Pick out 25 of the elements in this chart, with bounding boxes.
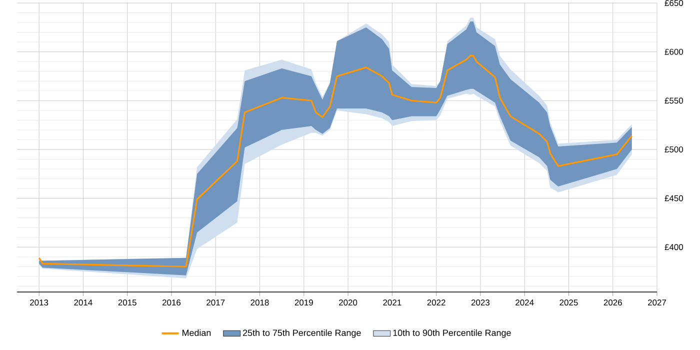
line-series [38,54,633,268]
x-tick-label: 2019 [294,300,313,306]
x-tick-label: 2013 [30,300,48,306]
x-tick-label: 2015 [118,300,136,306]
y-tick-label: £400 [664,244,684,250]
x-tick-label: 2024 [516,300,534,306]
x-tick-label: 2016 [162,300,181,306]
y-tick-label: £650 [664,0,684,6]
y-tick-label: £450 [664,195,684,202]
x-tick-label: 2014 [74,300,92,306]
x-tick-label: 2017 [206,300,225,306]
legend-label: 25th to 75th Percentile Range [243,329,361,338]
x-tick-label: 2026 [604,300,622,306]
x-tick-label: 2027 [648,300,666,306]
x-tick-label: 2025 [560,300,578,306]
x-tick-label: 2021 [383,300,402,306]
y-tick-label: £550 [664,98,684,104]
legend-label: Median [182,329,211,336]
y-tick-label: £500 [664,146,684,152]
x-tick-label: 2018 [250,300,269,306]
legend-label: 10th to 90th Percentile Range [393,329,511,338]
x-tick-label: 2020 [339,300,358,306]
x-tick-label: 2022 [427,300,446,306]
x-tick-label: 2023 [471,300,490,306]
y-tick-label: £600 [664,48,684,55]
